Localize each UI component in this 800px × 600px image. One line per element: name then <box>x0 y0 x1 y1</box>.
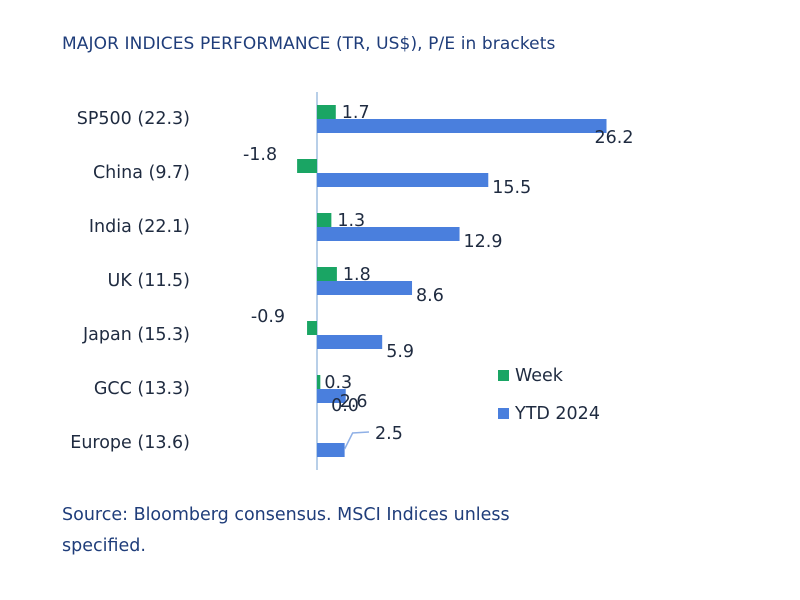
week-bar <box>317 375 321 389</box>
category-label: China (9.7) <box>93 163 190 183</box>
week-bar <box>317 213 332 227</box>
ytd-value-label: 8.6 <box>416 286 444 306</box>
category-label: SP500 (22.3) <box>77 109 190 129</box>
ytd-bar <box>317 173 489 187</box>
ytd-value-label: 5.9 <box>386 342 414 362</box>
ytd-bar <box>317 227 460 241</box>
week-value-label: -1.8 <box>243 145 277 165</box>
legend-label: Week <box>515 366 564 386</box>
ytd-value-label: 2.5 <box>375 424 403 444</box>
ytd-bar <box>317 389 346 403</box>
week-value-label: 1.3 <box>337 211 365 231</box>
category-label: UK (11.5) <box>108 271 190 291</box>
label-layer: SP500 (22.3) 1.7 26.2 China (9.7) -1.8 15.5 In… <box>70 103 633 453</box>
ytd-bar <box>317 443 345 457</box>
week-value-label: 1.7 <box>342 103 370 123</box>
legend-swatch <box>498 370 509 381</box>
ytd-bar <box>317 281 413 295</box>
category-label: GCC (13.3) <box>94 379 190 399</box>
category-label: Japan (15.3) <box>82 325 190 345</box>
ytd-value-label: 2.6 <box>340 392 368 412</box>
category-label: India (22.1) <box>89 217 190 237</box>
category-label: Europe (13.6) <box>70 433 190 453</box>
ytd-value-label: 15.5 <box>492 178 531 198</box>
week-bar <box>307 321 317 335</box>
week-value-label: -0.9 <box>251 307 285 327</box>
week-value-label: 0.0 <box>331 396 359 416</box>
source-note: Source: Bloomberg consensus. MSCI Indice… <box>62 505 510 556</box>
bar-layer <box>297 105 607 457</box>
ytd-value-label: 26.2 <box>595 128 634 148</box>
ytd-value-label: 12.9 <box>464 232 503 252</box>
week-value-label: 1.8 <box>343 265 371 285</box>
week-bar <box>317 267 337 281</box>
legend-swatch <box>498 408 509 419</box>
week-value-label: 0.3 <box>324 373 352 393</box>
week-bar <box>317 105 336 119</box>
ytd-bar <box>317 119 607 133</box>
legend: Week YTD 2024 <box>498 366 600 424</box>
chart-title: MAJOR INDICES PERFORMANCE (TR, US$), P/E… <box>62 34 556 54</box>
week-bar <box>297 159 317 173</box>
leader-line <box>343 431 370 450</box>
legend-label: YTD 2024 <box>514 404 600 424</box>
ytd-bar <box>317 335 383 349</box>
